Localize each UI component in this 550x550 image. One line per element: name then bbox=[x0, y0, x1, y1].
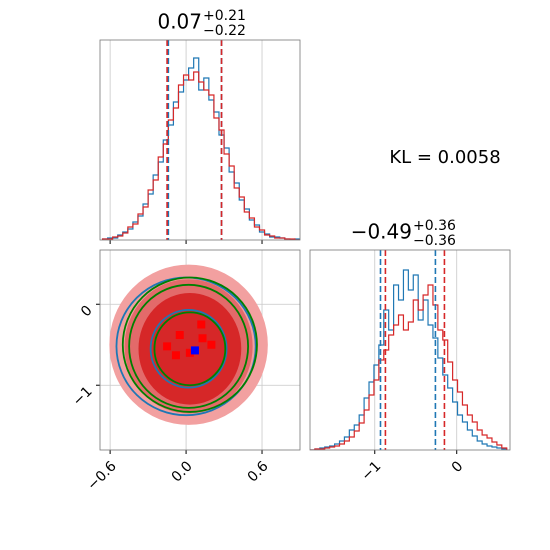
title-value: 0.07 bbox=[157, 10, 202, 34]
contour-line bbox=[128, 283, 250, 409]
histogram-step bbox=[310, 269, 508, 450]
title-lower: −0.36 bbox=[413, 233, 456, 249]
panel-frame bbox=[309, 249, 511, 451]
contour-line bbox=[121, 276, 258, 413]
plot-area bbox=[101, 40, 300, 240]
panel-frame bbox=[99, 249, 301, 451]
x-tick-label: −1 bbox=[359, 458, 385, 484]
kl-annotation: KL = 0.0058 bbox=[389, 147, 500, 168]
histogram-step bbox=[310, 284, 508, 450]
contour-line bbox=[153, 311, 227, 387]
y-tick-label: 0 bbox=[78, 303, 96, 321]
title-upper: +0.36 bbox=[413, 218, 456, 234]
plot-area bbox=[100, 250, 300, 450]
plot-area bbox=[310, 250, 508, 450]
sample-point bbox=[163, 342, 172, 351]
sample-point bbox=[175, 331, 184, 340]
title-value: −0.49 bbox=[351, 220, 412, 244]
panel-frame bbox=[99, 39, 301, 241]
histogram-step bbox=[101, 71, 300, 240]
title-lower: −0.22 bbox=[203, 23, 246, 39]
sample-point bbox=[171, 351, 180, 360]
contour-line bbox=[149, 309, 228, 389]
center-point bbox=[190, 346, 199, 355]
title-upper: +0.21 bbox=[203, 8, 246, 24]
sample-point bbox=[185, 348, 194, 357]
histogram-step bbox=[101, 57, 300, 240]
x-tick-label: 0.6 bbox=[245, 458, 272, 485]
x-tick-label: −0.6 bbox=[84, 458, 119, 493]
sample-point bbox=[197, 320, 206, 329]
x-tick-label: 0 bbox=[449, 458, 467, 476]
sample-point bbox=[207, 340, 216, 349]
y-tick-label: −1 bbox=[70, 384, 96, 410]
x-tick-label: 0.0 bbox=[169, 458, 196, 485]
sample-point bbox=[198, 334, 207, 343]
